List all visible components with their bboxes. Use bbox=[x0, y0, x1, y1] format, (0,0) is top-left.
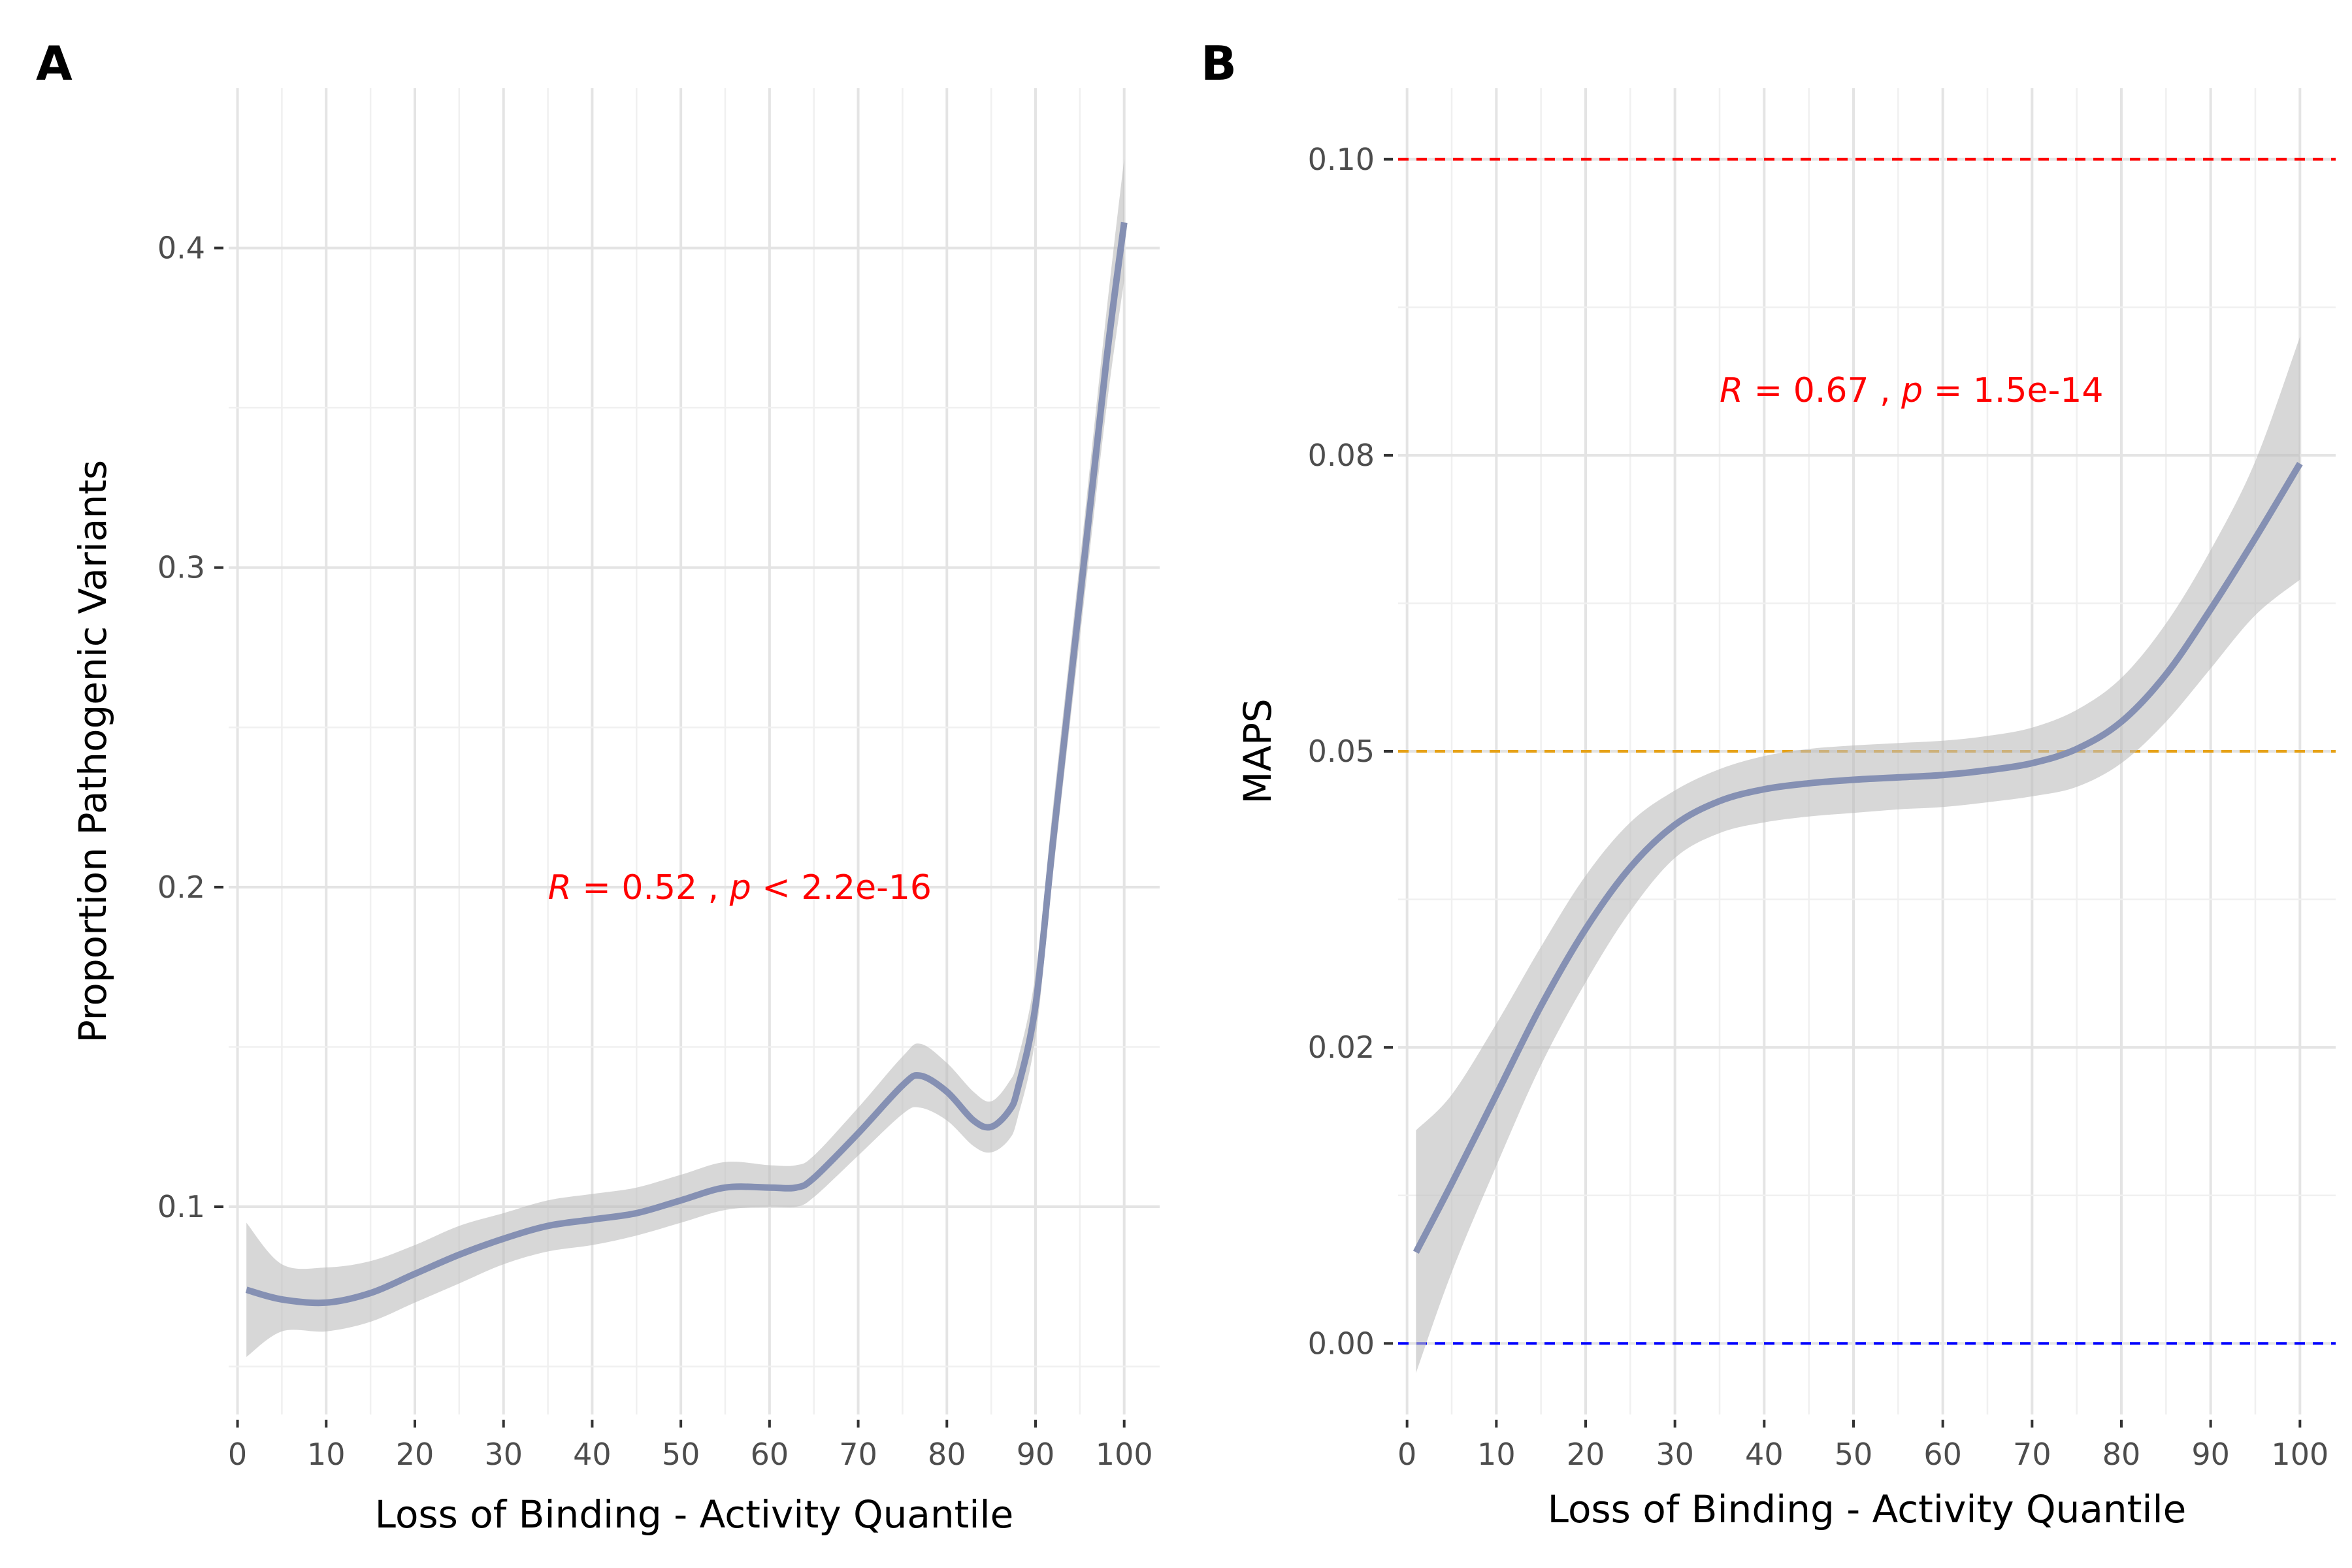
panel-a-x-axis-title: Loss of Binding - Activity Quantile bbox=[375, 1492, 1014, 1537]
comma-sep: , bbox=[708, 868, 730, 907]
eq-sign: = bbox=[1754, 371, 1793, 410]
panel-a-y-tick-label: 0.4 bbox=[157, 231, 205, 266]
panel-a-x-tick-label: 50 bbox=[662, 1437, 700, 1472]
p-value: 1.5e-14 bbox=[1973, 371, 2104, 410]
panel-b-x-tick-label: 60 bbox=[1923, 1437, 1962, 1472]
panel-b: B 0 10 20 30 40 50 60 70 80 90 100 0.00 0.02 0.05 0.08… bbox=[1201, 36, 2336, 1531]
panel-b-x-tick-label: 20 bbox=[1567, 1437, 1605, 1472]
r-value: 0.52 bbox=[621, 868, 697, 907]
panel-a-y-tick-label: 0.1 bbox=[157, 1189, 205, 1224]
panel-a-y-tick-label: 0.2 bbox=[157, 870, 205, 905]
p-value: 2.2e-16 bbox=[801, 868, 932, 907]
panel-b-x-tick-label: 70 bbox=[2013, 1437, 2051, 1472]
p-operator: = bbox=[1934, 371, 1963, 410]
panel-b-smoothed-trend-line bbox=[1413, 461, 2303, 1254]
r-symbol: R bbox=[1720, 371, 1743, 410]
panel-b-x-axis-title: Loss of Binding - Activity Quantile bbox=[1548, 1487, 2187, 1531]
panel-a: A 0 10 20 30 40 50 60 70 80 90 100 0.1 0.2 0.3 0.4 R =… bbox=[36, 36, 1160, 1537]
comma-sep: , bbox=[1880, 371, 1901, 410]
r-symbol: R bbox=[548, 868, 572, 907]
panel-a-x-tick-label: 30 bbox=[484, 1437, 523, 1472]
panel-b-y-tick-label: 0.05 bbox=[1308, 734, 1375, 769]
panel-label-b: B bbox=[1201, 36, 1237, 91]
p-symbol: p bbox=[729, 868, 751, 907]
p-symbol: p bbox=[1901, 371, 1923, 410]
panel-a-x-tick-label: 80 bbox=[928, 1437, 966, 1472]
panel-a-y-tick-label: 0.3 bbox=[157, 550, 205, 585]
panel-b-x-tick-label: 80 bbox=[2102, 1437, 2141, 1472]
panel-a-x-tick-label: 70 bbox=[839, 1437, 877, 1472]
panel-a-x-tick-label: 0 bbox=[228, 1437, 247, 1472]
panel-b-reference-lines bbox=[1398, 157, 2336, 1345]
panel-a-x-tick-label: 60 bbox=[751, 1437, 789, 1472]
panel-a-ticks: 0 10 20 30 40 50 60 70 80 90 100 0.1 0.2 0.3 0.4 bbox=[157, 231, 1153, 1472]
panel-b-y-tick-label: 0.02 bbox=[1308, 1030, 1375, 1065]
panel-a-line bbox=[245, 221, 1128, 1307]
eq-sign: = bbox=[582, 868, 621, 907]
r-value: 0.67 bbox=[1793, 371, 1869, 410]
panel-b-ticks: 0 10 20 30 40 50 60 70 80 90 100 0.00 0.02 0.05 0.08 0.… bbox=[1308, 142, 2329, 1472]
panel-a-x-tick-label: 10 bbox=[307, 1437, 346, 1472]
panel-a-x-tick-label: 40 bbox=[573, 1437, 612, 1472]
panel-b-x-tick-label: 90 bbox=[2191, 1437, 2230, 1472]
panel-b-correlation-annotation: R = 0.67 , p = 1.5e-14 bbox=[1720, 371, 2103, 410]
panel-a-grid bbox=[229, 88, 1160, 1414]
panel-a-x-tick-label: 20 bbox=[396, 1437, 434, 1472]
panel-b-y-tick-label: 0.08 bbox=[1308, 438, 1375, 473]
panel-b-y-tick-label: 0.00 bbox=[1308, 1326, 1375, 1361]
panel-a-ribbon bbox=[246, 158, 1124, 1357]
panel-a-correlation-annotation: R = 0.52 , p < 2.2e-16 bbox=[548, 868, 932, 907]
panel-a-x-tick-label: 90 bbox=[1017, 1437, 1055, 1472]
p-operator: < bbox=[762, 868, 791, 907]
panel-b-x-tick-label: 10 bbox=[1477, 1437, 1516, 1472]
panel-b-x-tick-label: 40 bbox=[1745, 1437, 1784, 1472]
panel-a-confidence-ribbon bbox=[246, 158, 1124, 1357]
panel-label-a: A bbox=[36, 36, 73, 91]
panel-b-line bbox=[1413, 461, 2303, 1254]
panel-b-x-tick-label: 30 bbox=[1656, 1437, 1694, 1472]
panel-b-y-tick-label: 0.10 bbox=[1308, 142, 1375, 177]
panel-a-y-axis-title: Proportion Pathogenic Variants bbox=[71, 460, 115, 1043]
panel-a-x-tick-label: 100 bbox=[1096, 1437, 1153, 1472]
panel-b-x-tick-label: 100 bbox=[2271, 1437, 2328, 1472]
panel-a-smoothed-trend-line bbox=[245, 221, 1128, 1307]
panel-b-y-axis-title: MAPS bbox=[1235, 698, 1280, 804]
panel-b-x-tick-label: 50 bbox=[1835, 1437, 1873, 1472]
panel-b-x-tick-label: 0 bbox=[1397, 1437, 1416, 1472]
